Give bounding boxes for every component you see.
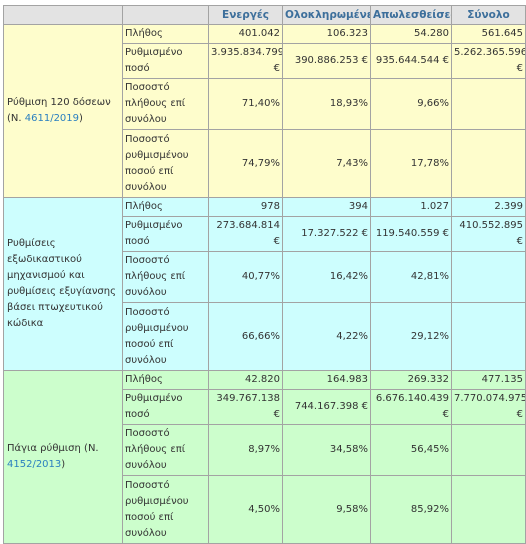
row-label: Ποσοστό ρυθμισμένου ποσού επί συνόλου xyxy=(122,475,209,544)
header-lost: Απωλεσθείσες xyxy=(370,5,452,25)
header-blank-1 xyxy=(3,5,123,25)
table-row: Ποσοστό πλήθους επί συνόλου 71,40% 18,93% 9… xyxy=(4,78,526,130)
cell-lost: 9,66% xyxy=(370,78,452,130)
cell-lost: 42,81% xyxy=(370,251,452,303)
group-out-of-court: Ρυθμίσεις εξωδικαστικού μηχανισμού και ρ… xyxy=(3,197,123,371)
table-row: Ποσοστό πλήθους επί συνόλου 40,77% 16,42% 4… xyxy=(4,251,526,303)
cell-total xyxy=(451,129,526,198)
table-row: Ρυθμισμένο ποσό 273.684.814 €17.327.522 €… xyxy=(4,216,526,252)
group-fixed-settlement: Πάγια ρύθμιση (Ν. 4152/2013) xyxy=(3,370,123,544)
cell-total: 561.645 xyxy=(451,24,526,44)
table-row: Ποσοστό ρυθμισμένου ποσού επί συνόλου 66,… xyxy=(4,302,526,371)
cell-active: 71,40% xyxy=(208,78,283,130)
cell-completed: 164.983 xyxy=(282,370,371,390)
cell-lost: 935.644.544 € xyxy=(370,43,452,79)
cell-lost: 17,78% xyxy=(370,129,452,198)
header-row: Ενεργές Ολοκληρωμένες Απωλεσθείσες Σύνολ… xyxy=(3,5,526,25)
group-name: Ρύθμιση 120 δόσεων (Ν. xyxy=(7,97,111,124)
cell-total: 5.262.365.596 € xyxy=(451,43,526,79)
cell-lost: 85,92% xyxy=(370,475,452,544)
cell-total: 7.770.074.975 € xyxy=(451,389,526,425)
cell-active: 401.042 xyxy=(208,24,283,44)
cell-completed: 18,93% xyxy=(282,78,371,130)
cell-lost: 119.540.559 € xyxy=(370,216,452,252)
group-name-suffix: ) xyxy=(61,459,66,470)
row-label: Ρυθμισμένο ποσό xyxy=(122,43,209,79)
cell-total: 410.552.895 € xyxy=(451,216,526,252)
cell-completed: 106.323 xyxy=(282,24,371,44)
cell-total xyxy=(451,302,526,371)
cell-lost: 6.676.140.439 € xyxy=(370,389,452,425)
cell-lost: 29,12% xyxy=(370,302,452,371)
cell-total: 2.399 xyxy=(451,197,526,217)
table-row: Ρυθμισμένο ποσό 349.767.138 €744.167.398 … xyxy=(4,389,526,425)
group-settlement-120: Ρύθμιση 120 δόσεων (Ν. 4611/2019) xyxy=(3,24,123,198)
cell-lost: 54.280 xyxy=(370,24,452,44)
cell-completed: 4,22% xyxy=(282,302,371,371)
cell-completed: 16,42% xyxy=(282,251,371,303)
row-label: Πλήθος xyxy=(122,24,209,44)
table-row: Πάγια ρύθμιση (Ν. 4152/2013) Πλήθος 42.820… xyxy=(3,370,526,544)
cell-active: 42.820 xyxy=(208,370,283,390)
header-active: Ενεργές xyxy=(208,5,283,25)
cell-total xyxy=(451,251,526,303)
table-row: Ποσοστό ρυθμισμένου ποσού επί συνόλου 74,… xyxy=(4,129,526,198)
cell-lost: 56,45% xyxy=(370,424,452,476)
row-label: Ποσοστό πλήθους επί συνόλου xyxy=(122,424,209,476)
cell-total xyxy=(451,475,526,544)
cell-active: 978 xyxy=(208,197,283,217)
row-label: Ποσοστό ρυθμισμένου ποσού επί συνόλου xyxy=(122,302,209,371)
law-link[interactable]: 4611/2019 xyxy=(24,113,80,124)
cell-active: 8,97% xyxy=(208,424,283,476)
cell-lost: 269.332 xyxy=(370,370,452,390)
cell-total: 477.135 xyxy=(451,370,526,390)
row-label: Ποσοστό ρυθμισμένου ποσού επί συνόλου xyxy=(122,129,209,198)
table-row: Ρυθμίσεις εξωδικαστικού μηχανισμού και ρ… xyxy=(3,197,526,371)
cell-completed: 394 xyxy=(282,197,371,217)
cell-active: 66,66% xyxy=(208,302,283,371)
row-label: Πλήθος xyxy=(122,197,209,217)
cell-active: 349.767.138 € xyxy=(208,389,283,425)
cell-completed: 7,43% xyxy=(282,129,371,198)
cell-active: 74,79% xyxy=(208,129,283,198)
table-row: Ποσοστό πλήθους επί συνόλου 8,97% 34,58% 56… xyxy=(4,424,526,476)
cell-active: 273.684.814 € xyxy=(208,216,283,252)
group-name: Πάγια ρύθμιση (Ν. xyxy=(7,443,99,454)
row-label: Πλήθος xyxy=(122,370,209,390)
law-link[interactable]: 4152/2013 xyxy=(7,459,62,470)
row-label: Ρυθμισμένο ποσό xyxy=(122,389,209,425)
row-label: Ρυθμισμένο ποσό xyxy=(122,216,209,252)
cell-total xyxy=(451,78,526,130)
cell-active: 4,50% xyxy=(208,475,283,544)
cell-completed: 9,58% xyxy=(282,475,371,544)
settlements-table: Ενεργές Ολοκληρωμένες Απωλεσθείσες Σύνολ… xyxy=(3,5,526,544)
cell-lost: 1.027 xyxy=(370,197,452,217)
group-name: Ρυθμίσεις εξωδικαστικού μηχανισμού και ρ… xyxy=(7,238,116,329)
header-blank-2 xyxy=(122,5,209,25)
group-name-suffix: ) xyxy=(79,113,83,124)
cell-completed: 390.886.253 € xyxy=(282,43,371,79)
cell-completed: 744.167.398 € xyxy=(282,389,371,425)
cell-active: 3.935.834.799 € xyxy=(208,43,283,79)
cell-active: 40,77% xyxy=(208,251,283,303)
row-label: Ποσοστό πλήθους επί συνόλου xyxy=(122,78,209,130)
header-total: Σύνολο xyxy=(451,5,526,25)
header-completed: Ολοκληρωμένες xyxy=(282,5,371,25)
cell-total xyxy=(451,424,526,476)
row-label: Ποσοστό πλήθους επί συνόλου xyxy=(122,251,209,303)
table-row: Ρύθμιση 120 δόσεων (Ν. 4611/2019) Πλήθος 4… xyxy=(3,24,526,198)
cell-completed: 34,58% xyxy=(282,424,371,476)
cell-completed: 17.327.522 € xyxy=(282,216,371,252)
